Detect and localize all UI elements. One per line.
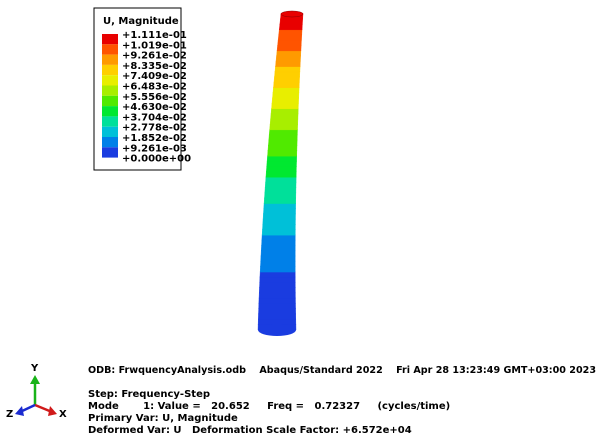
- model-top: [281, 11, 303, 17]
- model-segment: [277, 50, 301, 56]
- legend-swatch: [102, 137, 118, 147]
- model-segment: [261, 245, 295, 251]
- model-segment: [266, 171, 296, 177]
- model-segment: [262, 235, 296, 241]
- model-segment: [261, 250, 295, 256]
- legend-label: +0.000e+00: [122, 154, 191, 165]
- legend-swatch: [102, 96, 118, 106]
- model-segment: [263, 214, 295, 220]
- model-segment: [275, 66, 300, 72]
- legend-swatch: [102, 34, 118, 44]
- model-segment: [278, 34, 302, 40]
- model-segment: [261, 256, 296, 262]
- legend-swatch: [102, 116, 118, 126]
- model-segment: [279, 24, 302, 30]
- viewport: U, Magnitude Y Z X ODB: FrwquencyAnalysi…: [0, 0, 598, 436]
- model-segment: [262, 224, 295, 230]
- model-segment: [259, 303, 296, 309]
- model-segment: [265, 187, 296, 193]
- model-segment: [279, 29, 302, 35]
- model-segment: [262, 229, 295, 235]
- model-segment: [273, 87, 299, 93]
- legend-swatch: [102, 127, 118, 137]
- model-segment: [268, 150, 297, 156]
- model-segment: [272, 92, 298, 98]
- model-segment: [274, 77, 300, 83]
- model-segment: [263, 219, 296, 225]
- model-segment: [266, 166, 296, 172]
- model-segment: [260, 277, 296, 283]
- legend-swatch: [102, 75, 118, 85]
- info-deformed: Deformed Var: U Deformation Scale Factor…: [88, 425, 412, 436]
- model-segment: [264, 198, 296, 204]
- legend-swatch: [102, 65, 118, 75]
- model-segment: [272, 98, 299, 104]
- model-segment: [267, 156, 297, 162]
- model-segment: [262, 240, 296, 246]
- model-segment: [276, 56, 301, 62]
- model-segment: [275, 61, 300, 67]
- model-segment: [260, 261, 295, 267]
- legend-swatch: [102, 106, 118, 116]
- model-segment: [264, 192, 295, 198]
- triad: [15, 375, 57, 416]
- model-segment: [263, 208, 295, 214]
- model-segment: [268, 140, 297, 146]
- model-segment: [278, 40, 302, 46]
- model-segment: [258, 319, 296, 325]
- model: [258, 11, 303, 336]
- model-segment: [270, 124, 298, 130]
- info-primary: Primary Var: U, Magnitude: [88, 413, 238, 424]
- model-segment: [260, 266, 295, 272]
- info-mode: Mode 1: Value = 20.652 Freq = 0.72327 (c…: [88, 401, 450, 412]
- triad-y: Y: [30, 363, 39, 374]
- model-segment: [265, 182, 296, 188]
- triad-x: X: [59, 409, 67, 420]
- legend-swatch: [102, 55, 118, 65]
- model-segment: [269, 135, 298, 141]
- model-segment: [258, 314, 295, 320]
- model-segment: [258, 308, 295, 314]
- model-segment: [259, 293, 295, 299]
- model-segment: [271, 108, 298, 114]
- info-odb: ODB: FrwquencyAnalysis.odb Abaqus/Standa…: [88, 365, 596, 376]
- model-segment: [268, 145, 297, 151]
- model-segment: [280, 19, 303, 25]
- model-segment: [267, 161, 297, 167]
- legend-title: U, Magnitude: [103, 16, 179, 27]
- model-segment: [259, 287, 295, 293]
- model-segment: [274, 71, 299, 77]
- legend-swatch: [102, 86, 118, 96]
- model-segment: [273, 82, 299, 88]
- model-segment: [259, 298, 296, 304]
- triad-z: Z: [6, 409, 13, 420]
- model-segment: [271, 103, 298, 109]
- model-segment: [270, 119, 298, 125]
- model-segment: [266, 177, 297, 183]
- model-segment: [259, 282, 295, 288]
- legend-swatch: [102, 147, 118, 157]
- model-segment: [271, 113, 299, 119]
- model-segment: [277, 45, 301, 51]
- model-segment: [269, 129, 297, 135]
- model-segment: [264, 203, 296, 209]
- model-base: [258, 324, 296, 336]
- info-step: Step: Frequency-Step: [88, 389, 210, 400]
- legend-swatch: [102, 44, 118, 54]
- model-segment: [260, 271, 295, 277]
